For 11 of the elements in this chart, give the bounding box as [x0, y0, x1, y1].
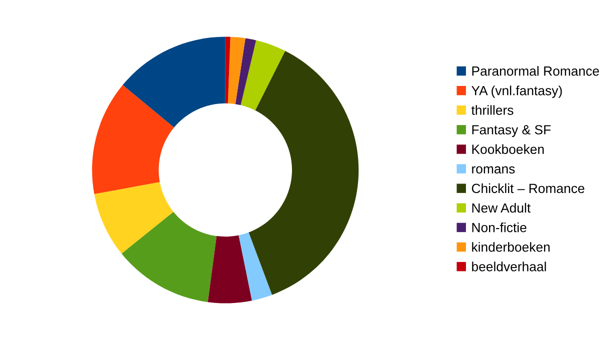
legend-label: Chicklit – Romance — [472, 183, 584, 194]
legend-label: romans — [472, 166, 515, 174]
legend-label: Paranormal Romance — [472, 66, 599, 76]
legend-label: New Adult — [472, 202, 531, 213]
legend-label: Kookboeken — [472, 144, 544, 154]
legend-label: YA (vnl.fantasy) — [472, 86, 562, 98]
legend-label: Non-fictie — [472, 222, 526, 232]
legend-label: thrillers — [471, 105, 514, 115]
legend-label: kinderboeken — [472, 242, 550, 252]
legend-label: beeldverhaal — [472, 262, 546, 272]
legend-label: Fantasy & SF — [472, 125, 551, 138]
